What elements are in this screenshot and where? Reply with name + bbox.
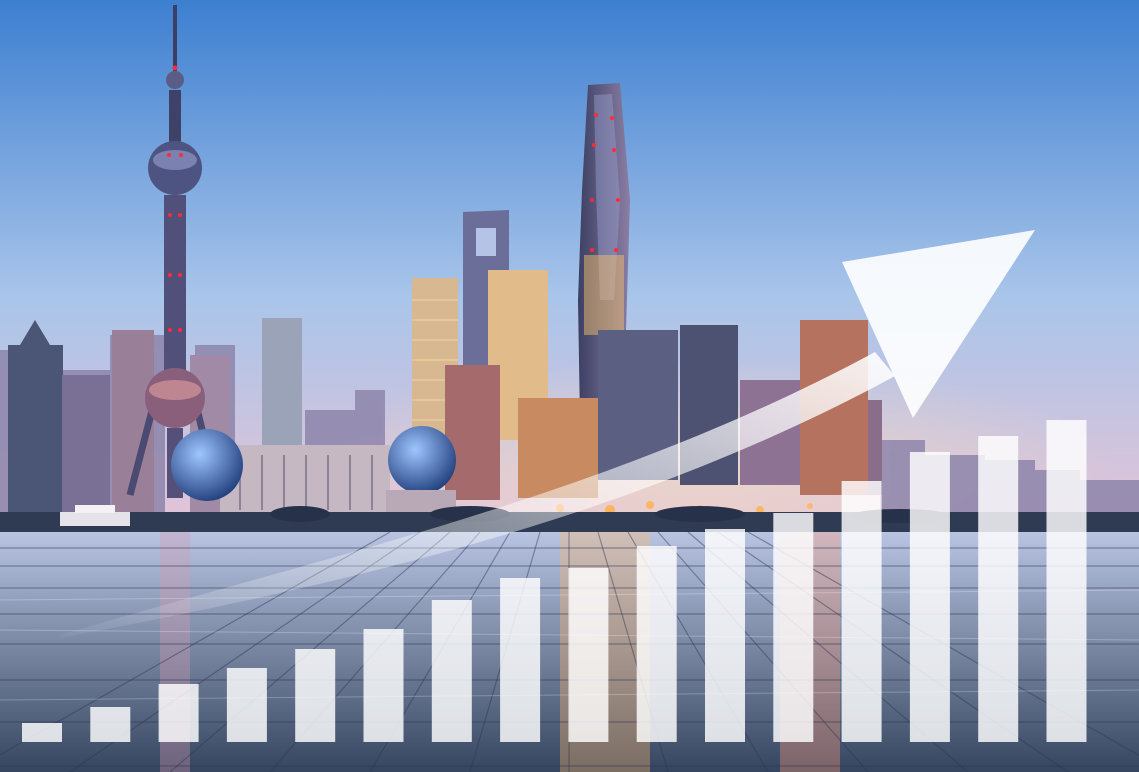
- growth-bar-12: [773, 513, 814, 742]
- growth-bar-2: [90, 707, 131, 742]
- growth-bar-14: [909, 452, 950, 742]
- jin-mao-tower: [412, 278, 458, 438]
- growth-bar-10: [636, 546, 677, 742]
- growth-bar-11: [705, 529, 745, 742]
- upward-arrow: [60, 230, 1035, 638]
- growth-bar-16: [1046, 420, 1087, 742]
- growth-bars: [22, 420, 1087, 742]
- growth-bar-3: [158, 684, 199, 742]
- convention-center: [171, 426, 456, 515]
- river-bank: [0, 512, 1139, 532]
- boat: [60, 505, 130, 526]
- growth-bar-7: [431, 600, 472, 742]
- growth-bar-4: [226, 668, 267, 742]
- growth-bar-9: [568, 568, 609, 742]
- growth-bar-5: [295, 649, 336, 742]
- growth-bar-1: [22, 723, 62, 742]
- growth-bar-6: [363, 629, 404, 742]
- growth-bar-15: [978, 436, 1019, 742]
- growth-bar-13: [841, 481, 882, 742]
- growth-bar-8: [500, 578, 541, 742]
